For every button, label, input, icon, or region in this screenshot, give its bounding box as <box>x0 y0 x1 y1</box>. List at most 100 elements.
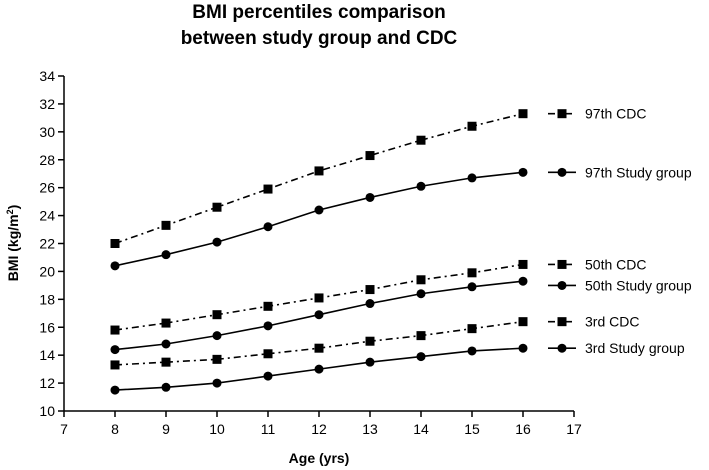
y-axis-label-superscript: 2 <box>5 209 15 214</box>
legend-label: 3rd Study group <box>585 340 685 356</box>
x-tick-label: 8 <box>111 421 119 437</box>
data-point <box>263 184 273 194</box>
series-97th-study-group <box>110 167 528 271</box>
legend-item-97th-study-group: 97th Study group <box>548 164 692 180</box>
y-tick-label: 30 <box>39 124 55 140</box>
y-ticks: 10 12 14 16 18 20 22 24 26 28 30 32 34 <box>39 68 64 419</box>
y-tick-label: 34 <box>39 68 55 84</box>
data-point <box>161 382 171 392</box>
axes <box>63 76 574 412</box>
chart-title: BMI percentiles comparison between study… <box>181 2 458 49</box>
data-point <box>467 173 477 183</box>
x-tick-label: 7 <box>60 421 68 437</box>
y-tick-label: 26 <box>39 180 55 196</box>
legend-marker <box>557 109 567 119</box>
legend-marker <box>557 167 567 177</box>
data-point <box>416 135 426 145</box>
y-tick-label: 16 <box>39 319 55 335</box>
data-point <box>263 321 273 331</box>
data-point <box>314 310 324 320</box>
legend-label: 50th Study group <box>585 277 692 293</box>
legend-item-3rd-study-group: 3rd Study group <box>548 340 685 356</box>
data-point <box>467 346 477 356</box>
chart-title-line-1: BMI percentiles comparison <box>192 2 445 23</box>
data-point <box>518 259 528 269</box>
data-point <box>467 268 477 278</box>
data-point <box>314 364 324 374</box>
data-point <box>212 354 222 364</box>
series-line <box>114 171 524 267</box>
legend-item-50th-cdc: 50th CDC <box>548 256 646 272</box>
legend-marker <box>557 317 567 327</box>
data-point <box>518 109 528 119</box>
y-tick-label: 20 <box>39 263 55 279</box>
series-50th-study-group <box>110 276 528 355</box>
y-axis-label-prefix: BMI (kg/m <box>5 214 21 281</box>
y-tick-label: 10 <box>39 403 55 419</box>
data-point <box>263 349 273 359</box>
x-tick-label: 14 <box>413 421 429 437</box>
data-point <box>314 343 324 353</box>
data-point <box>110 385 120 395</box>
data-point <box>314 205 324 215</box>
data-point <box>365 285 375 295</box>
data-point <box>263 222 273 232</box>
data-point <box>467 324 477 334</box>
series-3rd-study-group <box>110 343 528 395</box>
series-group <box>110 109 528 395</box>
series-line <box>114 320 524 366</box>
x-tick-label: 11 <box>261 421 276 437</box>
series-50th-cdc <box>110 259 528 335</box>
data-point <box>314 166 324 176</box>
legend: 97th CDC 97th Study group 50th CDC 50th Stu… <box>548 106 692 356</box>
data-point <box>212 378 222 388</box>
legend-item-50th-study-group: 50th Study group <box>548 277 692 293</box>
y-tick-label: 32 <box>39 96 55 112</box>
data-point <box>416 331 426 341</box>
y-tick-label: 24 <box>39 208 55 224</box>
data-point <box>212 237 222 247</box>
data-point <box>212 202 222 212</box>
legend-marker <box>557 259 567 269</box>
data-point <box>110 345 120 355</box>
x-tick-label: 16 <box>515 421 531 437</box>
legend-marker <box>557 343 567 353</box>
data-point <box>518 276 528 286</box>
y-axis-label-suffix: ) <box>5 205 21 210</box>
data-point <box>416 289 426 299</box>
x-ticks: 7 8 9 10 11 12 13 14 15 16 17 <box>60 411 582 437</box>
data-point <box>416 275 426 285</box>
legend-item-3rd-cdc: 3rd CDC <box>548 314 639 330</box>
y-tick-label: 12 <box>39 375 55 391</box>
series-97th-cdc <box>110 109 528 248</box>
data-point <box>161 250 171 260</box>
data-point <box>365 299 375 309</box>
data-point <box>161 357 171 367</box>
series-line <box>114 112 524 245</box>
data-point <box>518 167 528 177</box>
data-point <box>161 339 171 349</box>
legend-item-97th-cdc: 97th CDC <box>548 106 646 122</box>
y-axis-label: BMI (kg/m2) <box>5 205 21 282</box>
y-tick-label: 22 <box>39 236 55 252</box>
y-tick-label: 28 <box>39 152 55 168</box>
legend-label: 97th CDC <box>585 106 646 122</box>
data-point <box>314 293 324 303</box>
legend-label: 97th Study group <box>585 164 692 180</box>
data-point <box>365 336 375 346</box>
legend-label: 50th CDC <box>585 256 646 272</box>
data-point <box>416 181 426 191</box>
data-point <box>110 261 120 271</box>
legend-label: 3rd CDC <box>585 314 639 330</box>
data-point <box>518 317 528 327</box>
x-tick-label: 10 <box>209 421 225 437</box>
data-point <box>161 220 171 230</box>
y-tick-label: 18 <box>39 291 55 307</box>
data-point <box>212 310 222 320</box>
data-point <box>263 371 273 381</box>
series-3rd-cdc <box>110 317 528 370</box>
data-point <box>365 151 375 161</box>
data-point <box>110 325 120 335</box>
data-point <box>365 192 375 202</box>
